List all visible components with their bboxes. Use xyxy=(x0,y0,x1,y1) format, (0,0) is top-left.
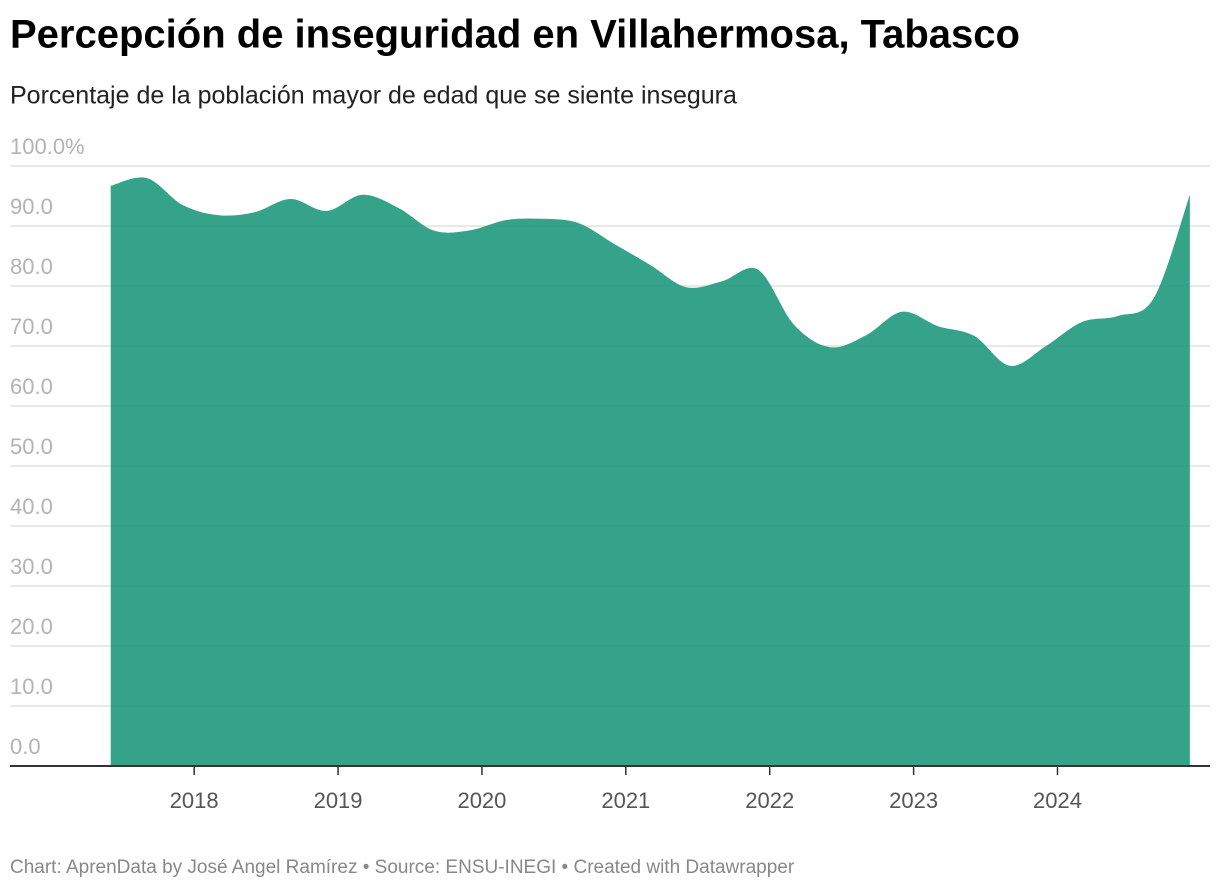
x-tick-label: 2023 xyxy=(889,788,938,813)
x-tick-label: 2022 xyxy=(745,788,794,813)
y-tick-label: 10.0 xyxy=(10,674,53,699)
y-tick-label: 100.0% xyxy=(10,134,85,159)
y-tick-label: 0.0 xyxy=(10,734,41,759)
x-tick-label: 2019 xyxy=(314,788,363,813)
x-tick-label: 2020 xyxy=(457,788,506,813)
y-tick-label: 20.0 xyxy=(10,614,53,639)
chart-subtitle: Porcentaje de la población mayor de edad… xyxy=(10,82,737,110)
chart-title: Percepción de inseguridad en Villahermos… xyxy=(10,13,1020,57)
chart-footer: Chart: AprenData by José Angel Ramírez •… xyxy=(10,857,795,878)
y-tick-label: 70.0 xyxy=(10,314,53,339)
y-tick-label: 40.0 xyxy=(10,494,53,519)
y-tick-label: 30.0 xyxy=(10,554,53,579)
y-tick-label: 90.0 xyxy=(10,194,53,219)
x-tick-label: 2018 xyxy=(170,788,219,813)
y-tick-label: 50.0 xyxy=(10,434,53,459)
x-tick-label: 2021 xyxy=(601,788,650,813)
x-tick-label: 2024 xyxy=(1033,788,1082,813)
y-tick-label: 80.0 xyxy=(10,254,53,279)
area xyxy=(110,177,1190,766)
y-tick-label: 60.0 xyxy=(10,374,53,399)
